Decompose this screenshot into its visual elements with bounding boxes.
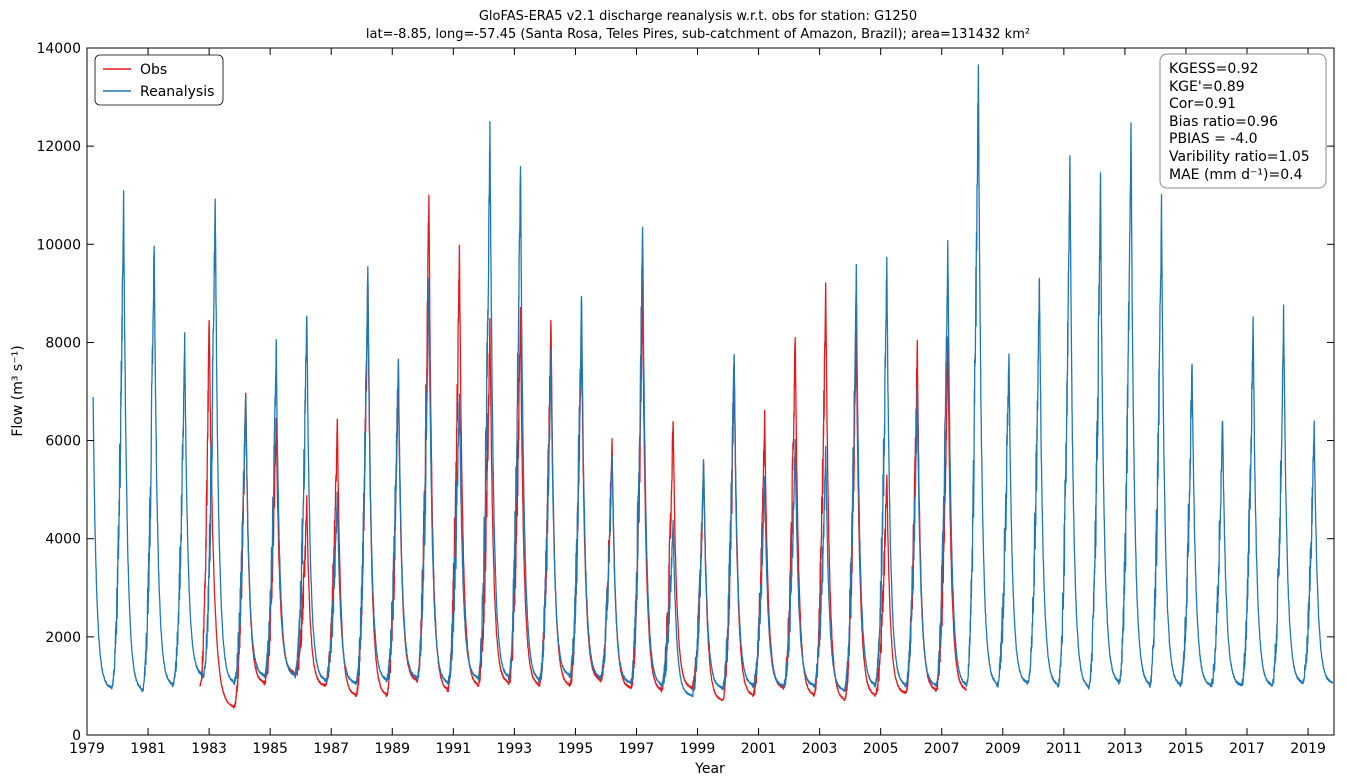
x-tick-label: 1997 xyxy=(619,741,655,757)
x-tick-label: 1987 xyxy=(313,741,349,757)
series-layer xyxy=(92,64,1333,709)
y-tick-label: 10000 xyxy=(36,237,81,253)
x-tick-label: 2019 xyxy=(1290,741,1326,757)
x-tick-label: 2003 xyxy=(802,741,838,757)
stat-kgess: KGESS=0.92 xyxy=(1169,61,1259,77)
legend-label-reanalysis: Reanalysis xyxy=(140,84,214,100)
y-tick-label: 4000 xyxy=(45,532,81,548)
stat-bias-ratio: Bias ratio=0.96 xyxy=(1169,114,1278,130)
y-tick-label: 12000 xyxy=(36,139,81,155)
chart-subtitle: lat=-8.85, long=-57.45 (Santa Rosa, Tele… xyxy=(366,27,1030,42)
stat-variability-ratio: Varibility ratio=1.05 xyxy=(1169,149,1310,165)
chart-title: GloFAS-ERA5 v2.1 discharge reanalysis w.… xyxy=(479,9,917,24)
x-tick-label: 1985 xyxy=(252,741,288,757)
y-tick-label: 0 xyxy=(72,728,81,744)
x-tick-label: 1979 xyxy=(69,741,105,757)
x-tick-label: 2005 xyxy=(863,741,899,757)
x-tick-label: 2001 xyxy=(741,741,777,757)
stat-mae: MAE (mm d⁻¹)=0.4 xyxy=(1169,167,1303,183)
x-axis-label: Year xyxy=(694,761,725,777)
y-axis: 0 2000 4000 6000 8000 10000 12000 14000 xyxy=(36,41,1334,744)
stats-box: KGESS=0.92 KGE'=0.89 Cor=0.91 Bias ratio… xyxy=(1159,53,1327,189)
stats-box-frame xyxy=(1159,53,1327,189)
x-tick-label: 2013 xyxy=(1107,741,1143,757)
y-axis-label: Flow (m³ s⁻¹) xyxy=(10,345,26,436)
x-tick-label: 1983 xyxy=(191,741,227,757)
x-tick-label: 1989 xyxy=(374,741,410,757)
legend-label-obs: Obs xyxy=(140,62,167,78)
y-tick-label: 8000 xyxy=(45,335,81,351)
x-tick-label: 1993 xyxy=(497,741,533,757)
stat-cor: Cor=0.91 xyxy=(1169,96,1236,112)
legend: Obs Reanalysis xyxy=(94,54,224,106)
y-tick-label: 2000 xyxy=(45,630,81,646)
x-tick-label: 2009 xyxy=(985,741,1021,757)
x-tick-label: 2011 xyxy=(1046,741,1082,757)
x-tick-label: 1995 xyxy=(558,741,594,757)
x-axis: 1979 1981 1983 1985 1987 1989 1991 1993 1995 1997… xyxy=(69,48,1326,757)
y-tick-label: 6000 xyxy=(45,434,81,450)
x-tick-label: 1999 xyxy=(680,741,716,757)
x-tick-label: 2017 xyxy=(1229,741,1265,757)
stat-kge: KGE'=0.89 xyxy=(1169,79,1245,95)
x-tick-label: 2007 xyxy=(924,741,960,757)
x-tick-label: 1991 xyxy=(435,741,471,757)
series-line-reanalysis xyxy=(92,64,1333,698)
plot-frame xyxy=(86,47,1335,736)
stat-pbias: PBIAS = -4.0 xyxy=(1169,131,1258,147)
y-tick-label: 14000 xyxy=(36,41,81,57)
x-tick-label: 1981 xyxy=(130,741,166,757)
legend-box xyxy=(94,54,224,106)
x-tick-label: 2015 xyxy=(1168,741,1204,757)
